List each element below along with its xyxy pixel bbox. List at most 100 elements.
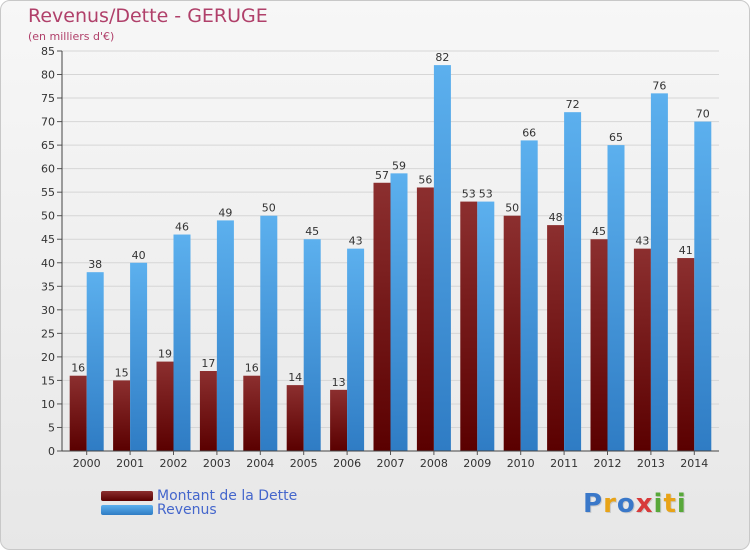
data-label-debt: 15 [115,366,129,379]
bar-revenus [433,65,451,451]
y-tick-label: 75 [41,92,55,105]
bar-revenus [130,262,148,451]
legend-item-debt: Montant de la Dette [101,489,297,503]
x-tick-label: 2009 [463,457,491,470]
bars [69,65,712,452]
data-label-debt: 45 [592,225,606,238]
bar-revenus [607,145,625,451]
data-label-revenus: 43 [349,235,363,248]
data-label-revenus: 70 [696,108,710,121]
legend-label-revenus: Revenus [157,502,217,518]
bar-debt [416,187,434,451]
x-tick-label: 2002 [160,457,188,470]
y-tick-label: 25 [41,327,55,340]
data-label-debt: 17 [201,357,215,370]
logo-letter: P [583,489,604,519]
data-label-revenus: 82 [435,51,449,64]
y-tick-label: 45 [41,233,55,246]
y-tick-label: 70 [41,116,55,129]
data-label-debt: 48 [549,211,563,224]
data-label-debt: 41 [679,244,693,257]
logo-letter: t [663,489,677,519]
x-tick-label: 2004 [246,457,274,470]
bar-revenus [216,220,234,451]
bar-debt [460,201,478,451]
logo-letter: i [676,489,687,519]
data-label-revenus: 76 [652,79,666,92]
x-tick-label: 2013 [637,457,665,470]
proxiti-logo: Proxiti [583,489,687,519]
data-label-revenus: 40 [132,249,146,262]
x-tick-label: 2005 [290,457,318,470]
logo-letter: i [653,489,664,519]
bar-revenus [173,234,191,451]
y-tick-label: 5 [48,421,55,434]
data-label-debt: 13 [332,376,346,389]
x-tick-label: 2010 [507,457,535,470]
bar-debt [590,239,608,451]
bar-debt [547,225,565,451]
data-label-revenus: 46 [175,221,189,234]
data-label-revenus: 50 [262,202,276,215]
x-tick-label: 2012 [594,457,622,470]
y-tick-label: 65 [41,139,55,152]
bar-revenus [303,239,321,451]
data-label-revenus: 65 [609,131,623,144]
data-label-debt: 56 [418,173,432,186]
chart-subtitle: (en milliers d'€) [28,30,115,43]
bar-revenus [694,121,712,452]
bar-revenus [564,112,582,452]
legend-item-revenus: Revenus [101,503,217,517]
x-tick-label: 2001 [116,457,144,470]
data-label-debt: 50 [505,202,519,215]
bar-debt [503,215,521,451]
data-label-revenus: 59 [392,159,406,172]
legend-label-debt: Montant de la Dette [157,488,298,504]
data-label-revenus: 53 [479,188,493,201]
bar-revenus [477,201,495,451]
data-label-debt: 57 [375,169,389,182]
axes: 0 5 10 15 20 25 30 35 40 45 50 55 60 65 70 75 80 85 2000 20… [41,45,719,470]
data-label-debt: 16 [245,362,259,375]
data-label-debt: 16 [71,362,85,375]
y-tick-label: 0 [48,445,55,458]
bar-revenus [260,215,278,451]
chart-title: Revenus/Dette - GERUGE [28,5,268,27]
x-tick-label: 2008 [420,457,448,470]
bar-debt [199,371,217,451]
y-tick-label: 60 [41,163,55,176]
y-tick-label: 10 [41,398,55,411]
bar-revenus [520,140,538,452]
bar-debt [156,361,174,451]
x-tick-label: 2000 [73,457,101,470]
x-tick-label: 2014 [680,457,708,470]
data-label-debt: 19 [158,348,172,361]
y-tick-label: 35 [41,280,55,293]
bar-debt [373,182,391,451]
bar-debt [286,385,304,451]
y-tick-label: 20 [41,351,55,364]
data-label-revenus: 72 [566,98,580,111]
bar-debt [69,375,87,451]
bar-debt [113,380,131,451]
legend-swatch-revenus [101,505,153,515]
y-tick-label: 30 [41,304,55,317]
logo-letter: o [616,489,636,519]
data-label-revenus: 49 [218,206,232,219]
y-tick-label: 85 [41,45,55,58]
logo-letter: r [603,489,617,519]
bar-debt [330,389,348,451]
data-label-debt: 53 [462,188,476,201]
bar-debt [677,258,695,451]
bar-revenus [86,272,104,451]
y-tick-label: 55 [41,186,55,199]
y-tick-label: 80 [41,69,55,82]
bar-revenus [650,93,668,452]
x-tick-label: 2003 [203,457,231,470]
y-tick-label: 15 [41,374,55,387]
x-tick-label: 2006 [333,457,361,470]
data-label-revenus: 45 [305,225,319,238]
